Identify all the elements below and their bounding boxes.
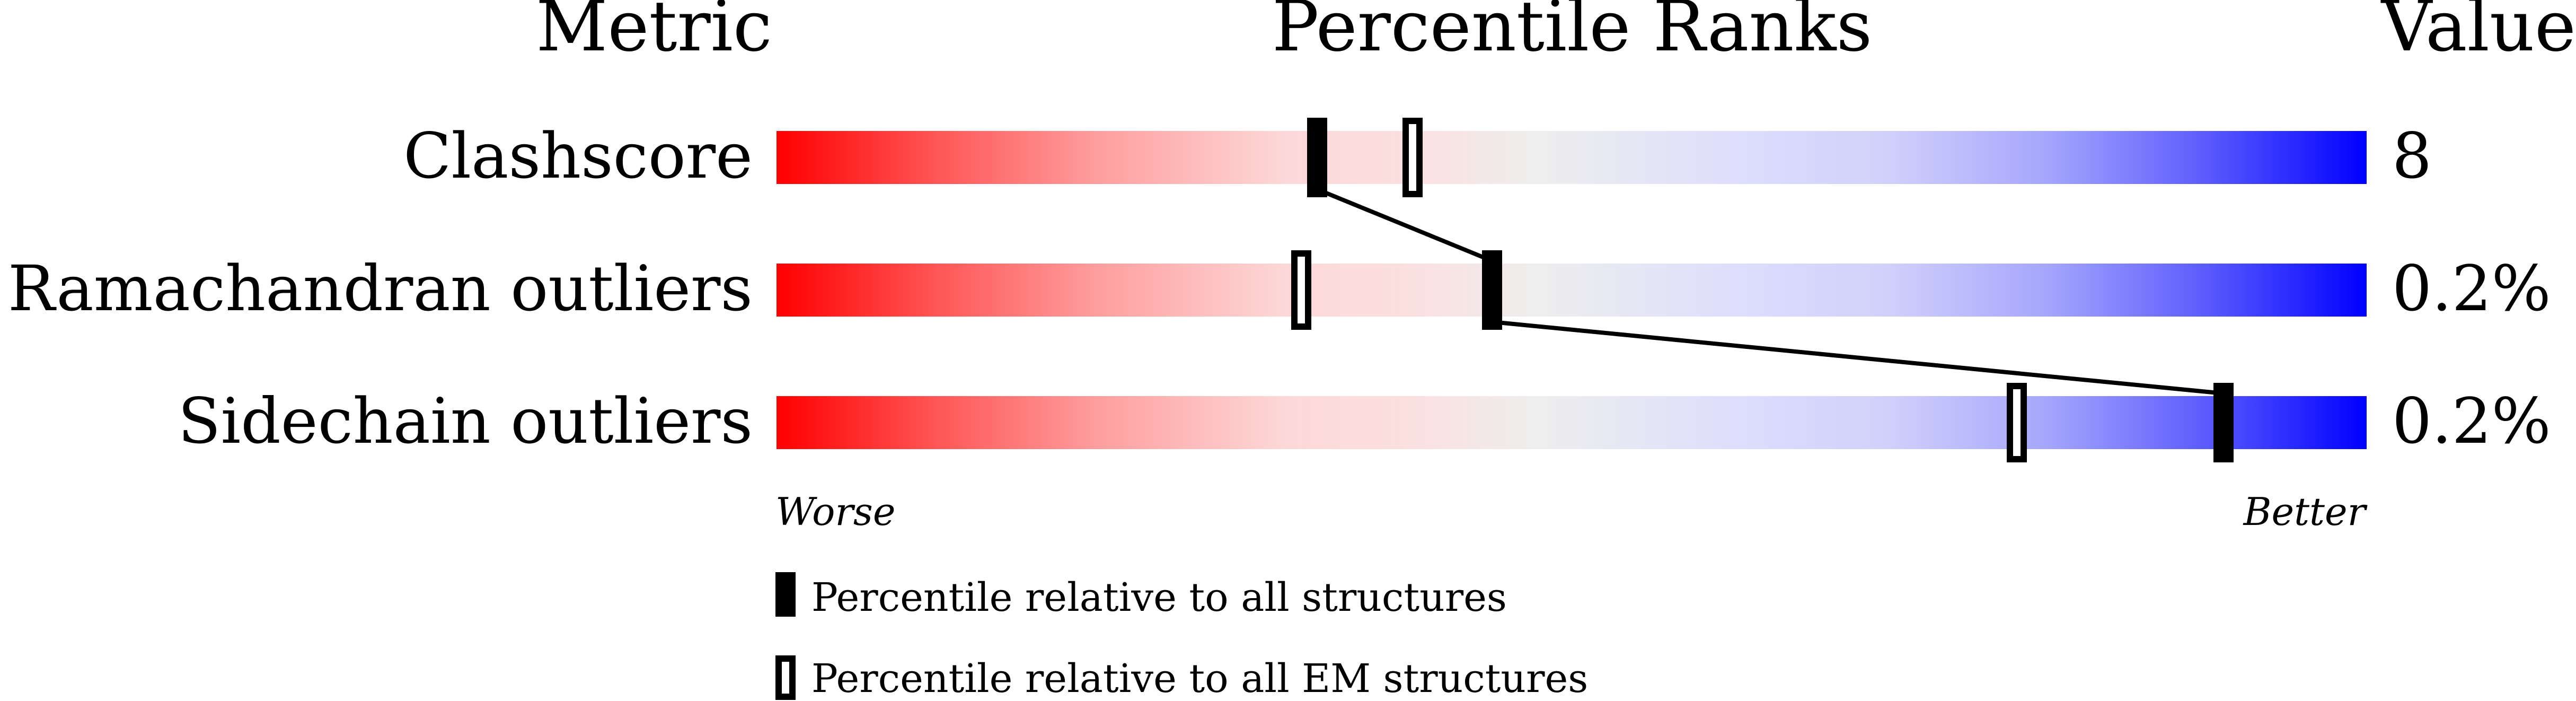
all-percentile-marker: [1482, 250, 1502, 330]
header-value: Value: [2380, 0, 2576, 67]
worse-label: Worse: [775, 489, 895, 534]
header-percentile-ranks: Percentile Ranks: [1272, 0, 1873, 67]
metric-label: Ramachandran outliers: [8, 252, 753, 325]
header-metric: Metric: [536, 0, 772, 67]
percentile-bar: [777, 131, 2367, 184]
connector-line: [1492, 320, 2224, 396]
metric-label: Clashscore: [403, 119, 753, 192]
percentile-bar: [777, 396, 2367, 449]
legend-filled-marker: [775, 572, 796, 617]
legend-label-all: Percentile relative to all structures: [811, 575, 1507, 620]
all-percentile-marker: [2213, 383, 2234, 462]
percentile-bar: [777, 264, 2367, 317]
em-percentile-marker: [2007, 383, 2027, 462]
legend-open-marker: [775, 655, 796, 700]
connector-line: [1316, 187, 1493, 263]
metric-value: 0.2%: [2392, 384, 2551, 458]
metric-value: 8: [2392, 119, 2432, 192]
metric-value: 0.2%: [2392, 252, 2551, 325]
metric-label: Sidechain outliers: [178, 384, 753, 458]
legend-label-em: Percentile relative to all EM structures: [811, 656, 1588, 701]
em-percentile-marker: [1402, 118, 1423, 197]
better-label: Better: [2243, 489, 2368, 534]
em-percentile-marker: [1291, 250, 1311, 330]
all-percentile-marker: [1307, 118, 1327, 197]
